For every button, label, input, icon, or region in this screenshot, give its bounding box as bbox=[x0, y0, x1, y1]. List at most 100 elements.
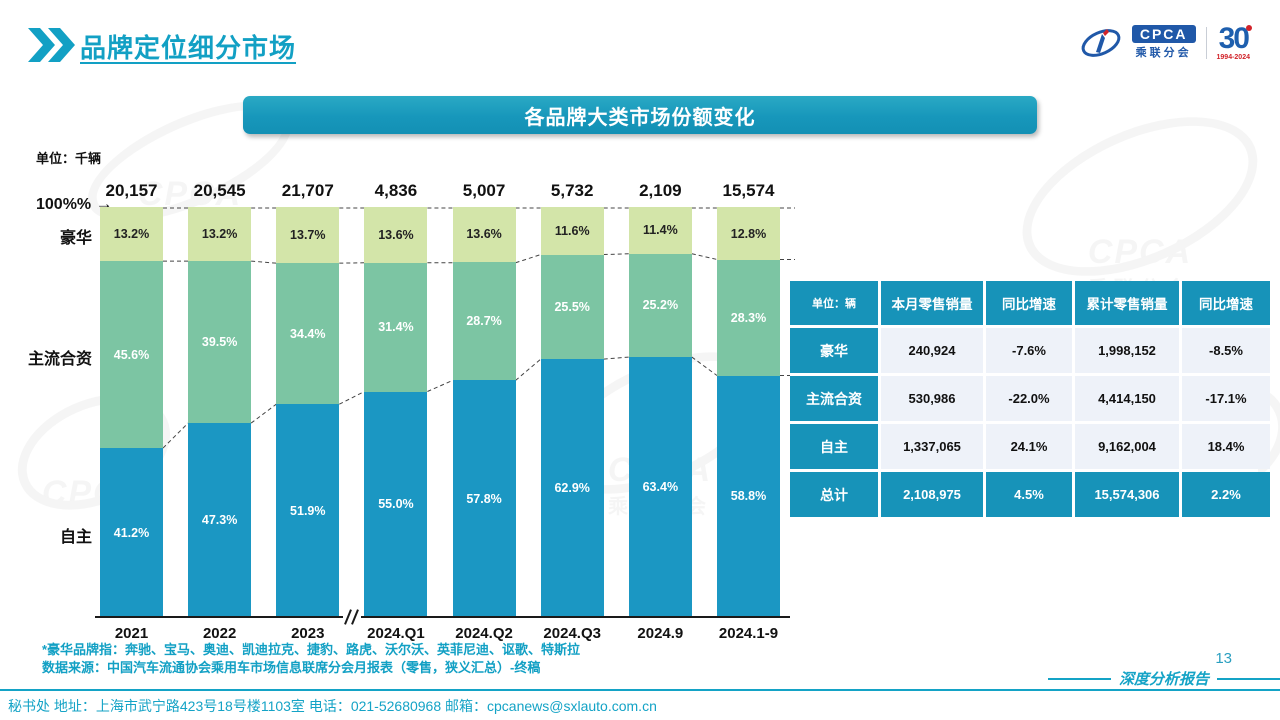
segment-豪华: 13.7% bbox=[276, 207, 340, 264]
segment-主流合资: 28.7% bbox=[452, 262, 516, 381]
segment-connector-lines bbox=[162, 207, 795, 449]
table-cell: 2,108,975 bbox=[881, 472, 983, 517]
stacked-bar-2024.Q3: 62.9% 25.5% 11.6% 5,732 bbox=[540, 181, 604, 617]
segment-豪华: 12.8% bbox=[717, 207, 780, 260]
bar-total-label: 4,836 bbox=[374, 181, 418, 200]
segment-主流合资: 25.5% bbox=[540, 254, 604, 360]
series-label-主流合资: 主流合资 bbox=[27, 350, 92, 368]
segment-主流合资: 28.3% bbox=[717, 259, 780, 376]
table-cell: -17.1% bbox=[1182, 376, 1270, 421]
table-cell: 1,998,152 bbox=[1075, 328, 1179, 373]
x-axis-tick-label: 2022 bbox=[202, 625, 237, 642]
table-cell: 240,924 bbox=[881, 328, 983, 373]
hundred-percent-suffix: % bbox=[76, 196, 92, 213]
segment-主流合资: 25.2% bbox=[628, 253, 692, 358]
report-type-tag: 深度分析报告 bbox=[1048, 668, 1280, 689]
segment-自主: 51.9% bbox=[276, 404, 340, 617]
segment-自主: 47.3% bbox=[188, 423, 252, 617]
double-chevron-icon bbox=[28, 28, 75, 62]
segment-自主: 55.0% bbox=[364, 391, 428, 617]
table-header: 同比增速 bbox=[986, 281, 1072, 325]
table-header: 累计零售销量 bbox=[1075, 281, 1179, 325]
x-axis-tick-label: 2024.Q1 bbox=[367, 625, 425, 642]
segment-主流合资: 45.6% bbox=[100, 261, 163, 449]
table-cell: 530,986 bbox=[881, 376, 983, 421]
table-cell: 4,414,150 bbox=[1075, 376, 1179, 421]
cpca-logo: CPCA 乘联分会 bbox=[1131, 25, 1196, 60]
footnote-data-source: 数据来源：中国汽车流通协会乘用车市场信息联席分会月报表（零售，狭义汇总）-终稿 bbox=[42, 660, 541, 675]
stacked-bar-2023: 51.9% 34.4% 13.7% 21,707 bbox=[276, 181, 340, 617]
x-axis-tick-label: 2024.9 bbox=[637, 625, 684, 642]
segment-主流合资: 31.4% bbox=[364, 262, 428, 392]
stacked-bar-2024.Q2: 57.8% 28.7% 13.6% 5,007 bbox=[452, 181, 516, 617]
table-cell: 9,162,004 bbox=[1075, 424, 1179, 469]
x-axis-tick-label: 2021 bbox=[114, 625, 149, 642]
bars-container: 41.2% 45.6% 13.2% 20,157 2021 47.3% 39.5% 13.2%… bbox=[28, 181, 780, 642]
anniversary-logo: 30 1994-2024 bbox=[1216, 22, 1252, 61]
segment-自主: 63.4% bbox=[628, 357, 692, 617]
segment-豪华: 13.2% bbox=[100, 207, 163, 262]
hundred-percent-label: 100%% → bbox=[36, 194, 113, 214]
hundred-percent-text: 100% bbox=[36, 196, 77, 213]
report-type-label: 深度分析报告 bbox=[1119, 672, 1210, 688]
axis-break-icon bbox=[343, 608, 361, 626]
x-axis-tick-label: 2024.1-9 bbox=[718, 625, 779, 642]
stacked-bar-2024.Q1: 55.0% 31.4% 13.6% 4,836 bbox=[364, 181, 428, 617]
retail-stats-table: 单位：辆 本月零售销量 同比增速 累计零售销量 同比增速 豪华 240,924 -7.6% 1,… bbox=[790, 281, 1270, 517]
table-cell: 4.5% bbox=[986, 472, 1072, 517]
series-label-豪华: 豪华 bbox=[59, 230, 92, 248]
table-header: 同比增速 bbox=[1182, 281, 1270, 325]
cpca-swoosh-icon bbox=[1081, 28, 1121, 57]
cpca-logo-subtext: 乘联分会 bbox=[1135, 47, 1192, 59]
report-tag-line bbox=[1217, 677, 1280, 680]
segment-豪华: 11.4% bbox=[628, 207, 692, 254]
table-cell: 15,574,306 bbox=[1075, 472, 1179, 517]
segment-豪华: 13.6% bbox=[452, 206, 516, 263]
bar-total-label: 20,157 bbox=[105, 181, 158, 200]
cpca-watermark-ellipse bbox=[998, 84, 1280, 309]
stacked-bar-2022: 47.3% 39.5% 13.2% 20,545 bbox=[188, 181, 252, 617]
anniversary-years: 1994-2024 bbox=[1216, 54, 1250, 61]
table-header: 本月零售销量 bbox=[881, 281, 983, 325]
stacked-bar-2024.9: 63.4% 25.2% 11.4% 2,109 bbox=[628, 181, 692, 617]
bar-total-label: 5,007 bbox=[462, 181, 506, 200]
segment-主流合资: 39.5% bbox=[188, 261, 252, 424]
table-cell: 2.2% bbox=[1182, 472, 1270, 517]
segment-豪华: 13.2% bbox=[188, 207, 252, 262]
table-cell: -22.0% bbox=[986, 376, 1072, 421]
bar-total-label: 20,545 bbox=[193, 181, 246, 200]
anniversary-number: 30 bbox=[1218, 22, 1250, 55]
bar-total-label: 15,574 bbox=[722, 181, 775, 200]
x-axis-tick-label: 2024.Q3 bbox=[543, 625, 601, 642]
anniversary-dot-icon bbox=[1246, 25, 1252, 31]
segment-豪华: 11.6% bbox=[540, 207, 604, 255]
footnote-luxury-brands: *豪华品牌指：奔驰、宝马、奥迪、凯迪拉克、捷豹、路虎、沃尔沃、英菲尼迪、讴歌、特… bbox=[42, 642, 581, 657]
table-cell: -7.6% bbox=[986, 328, 1072, 373]
segment-豪华: 13.6% bbox=[364, 207, 428, 263]
series-label-自主: 自主 bbox=[59, 528, 92, 546]
table-row-label: 豪华 bbox=[790, 328, 878, 373]
stacked-bar-2024.1-9: 58.8% 28.3% 12.8% 15,574 bbox=[717, 181, 780, 617]
table-header-unit: 单位：辆 bbox=[790, 281, 878, 325]
logo-divider bbox=[1205, 26, 1207, 59]
segment-自主: 41.2% bbox=[100, 448, 163, 617]
chart-unit-label: 单位：千辆 bbox=[36, 151, 102, 166]
table-cell: 24.1% bbox=[986, 424, 1072, 469]
page-number: 13 bbox=[1215, 650, 1232, 667]
segment-自主: 58.8% bbox=[717, 375, 780, 617]
cpca-logo-text: CPCA bbox=[1131, 25, 1196, 43]
stacked-bar-chart: 41.2% 45.6% 13.2% 20,157 2021 47.3% 39.5% 13.2%… bbox=[28, 181, 795, 667]
segment-自主: 62.9% bbox=[540, 359, 604, 617]
table-cell: -8.5% bbox=[1182, 328, 1270, 373]
segment-自主: 57.8% bbox=[452, 380, 516, 617]
chart-title-banner: 各品牌大类市场份额变化 bbox=[243, 96, 1037, 134]
stacked-bar-2021: 41.2% 45.6% 13.2% 20,157 bbox=[100, 181, 163, 617]
cpca-watermark-text: CPCA bbox=[1087, 233, 1193, 272]
bar-total-label: 2,109 bbox=[639, 181, 682, 200]
bar-total-label: 5,732 bbox=[550, 181, 594, 200]
footer-divider bbox=[0, 689, 1280, 691]
table-row-label: 主流合资 bbox=[790, 376, 878, 421]
segment-主流合资: 34.4% bbox=[276, 263, 340, 405]
table-row-label: 自主 bbox=[790, 424, 878, 469]
report-tag-line bbox=[1048, 677, 1111, 680]
